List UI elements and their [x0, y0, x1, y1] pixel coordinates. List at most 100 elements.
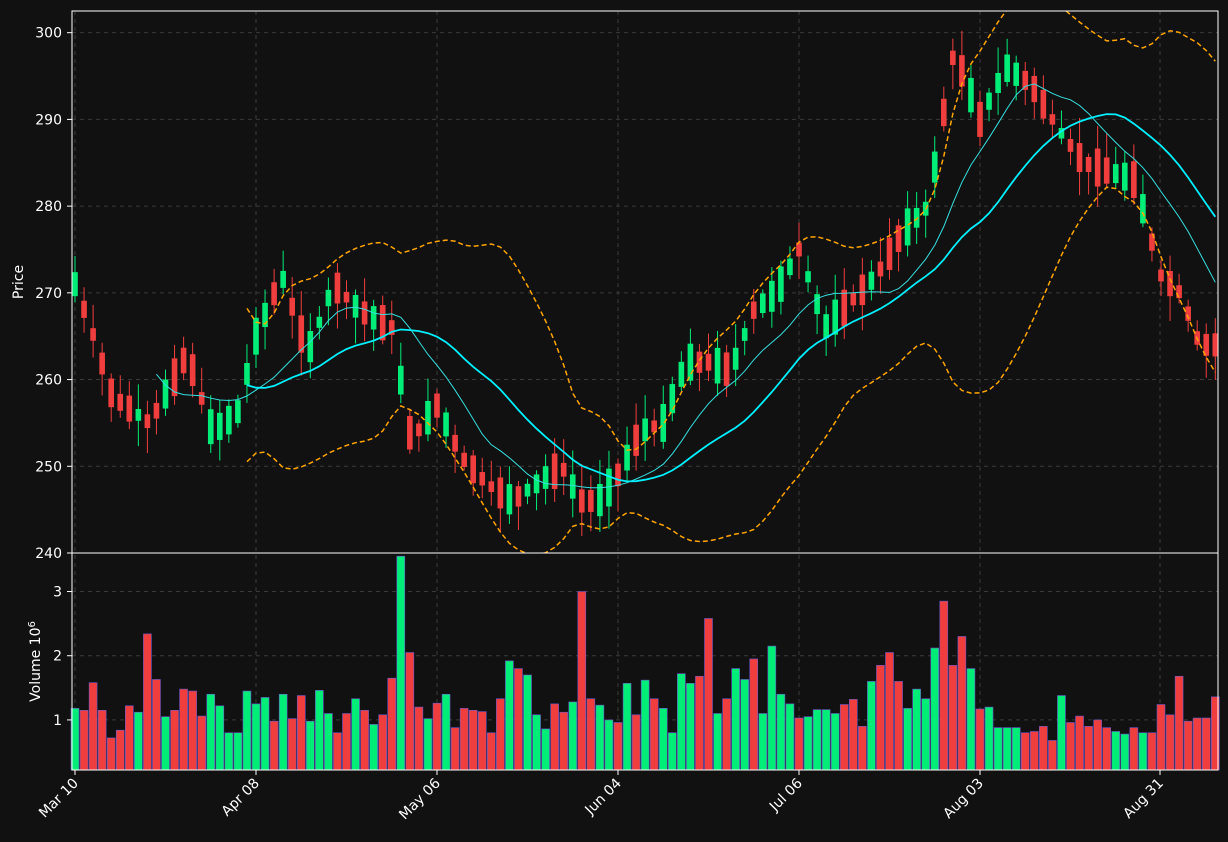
candle-body — [470, 455, 477, 484]
volume-bar — [97, 709, 107, 771]
candle-body — [1167, 270, 1173, 297]
volume-bar — [287, 718, 297, 771]
candle-body — [226, 405, 232, 435]
volume-bar — [296, 695, 306, 771]
volume-bar — [170, 709, 179, 771]
candle-body — [153, 402, 160, 419]
candle-body — [1049, 114, 1056, 125]
volume-bar — [858, 726, 867, 771]
bollinger-upper-band — [246, 11, 1216, 451]
volume-bar — [649, 698, 659, 771]
volume-bar — [812, 709, 822, 771]
volume-bar — [251, 703, 261, 771]
volume-bar — [658, 708, 668, 771]
candle-body — [904, 208, 911, 246]
volume-bar — [1093, 719, 1102, 771]
price-tick-label: 300 — [35, 26, 62, 42]
candle-body — [352, 294, 359, 318]
volume-bar — [260, 697, 270, 771]
volume-bar — [306, 720, 315, 771]
volume-bar — [1174, 675, 1184, 771]
candle-body — [578, 489, 585, 513]
candle-body — [769, 280, 775, 312]
volume-bar — [948, 665, 958, 771]
volume-bar — [1201, 717, 1211, 771]
candle-body — [931, 151, 938, 183]
candle-body — [262, 302, 268, 328]
volume-bar — [604, 719, 614, 771]
volume-bar — [360, 709, 369, 771]
price-tick-label: 250 — [35, 459, 62, 475]
volume-bar — [143, 633, 152, 771]
candle-body — [759, 293, 766, 314]
volume-bar — [79, 709, 89, 771]
x-tick-label: Jun 04 — [582, 775, 625, 818]
volume-bar — [1183, 720, 1193, 771]
volume-bar — [749, 658, 759, 771]
volume-bar — [88, 682, 98, 771]
volume-bar — [1057, 695, 1066, 771]
volume-bar — [731, 668, 740, 771]
candle-body — [551, 453, 558, 490]
candle-body — [343, 291, 350, 303]
volume-bar — [930, 647, 940, 771]
volume-bar — [206, 693, 216, 771]
x-tick-label: May 06 — [396, 775, 444, 823]
candle-body — [560, 462, 567, 477]
candle-body — [126, 395, 133, 422]
candle-body — [434, 393, 440, 418]
volume-bar — [269, 720, 279, 771]
volume-bar — [1129, 727, 1139, 771]
candle-body — [895, 225, 902, 252]
volume-bar — [613, 722, 623, 771]
candle-body — [741, 328, 748, 341]
candle-body — [271, 282, 277, 306]
candle-body — [1149, 233, 1155, 251]
price-tick-label: 280 — [35, 199, 62, 215]
volume-bar — [1165, 714, 1175, 771]
candle-body — [814, 294, 820, 315]
candle-body — [90, 328, 96, 341]
candle-body — [452, 434, 458, 452]
candle-body — [370, 306, 377, 330]
candle-body — [244, 362, 250, 385]
volume-bar — [514, 668, 523, 771]
candle-body — [72, 272, 78, 297]
candle-body — [705, 353, 712, 371]
candle-body — [615, 463, 621, 487]
volume-bar — [441, 693, 451, 771]
volume-bar — [396, 555, 406, 771]
volume-bar — [839, 704, 849, 771]
volume-bar — [541, 728, 550, 771]
price-tick-label: 290 — [35, 112, 62, 128]
volume-bar — [713, 713, 722, 771]
x-tick-label: Jul 06 — [766, 775, 806, 815]
candle-body — [144, 414, 151, 429]
candle-body — [298, 315, 305, 353]
candle-body — [1031, 75, 1038, 103]
volume-bar — [387, 677, 397, 771]
candle-body — [850, 292, 857, 306]
candle-body — [977, 101, 983, 137]
candle-body — [1176, 285, 1182, 299]
candle-body — [597, 483, 603, 517]
candle-body — [1121, 162, 1128, 191]
candle-body — [968, 77, 974, 113]
candle-body — [289, 297, 296, 316]
volume-bar — [993, 727, 1003, 771]
candle-body — [714, 347, 721, 384]
x-tick-label: Aug 31 — [1120, 776, 1166, 822]
candle-body — [198, 392, 205, 405]
candle-body — [868, 271, 875, 290]
candle-body — [805, 271, 811, 283]
candle-body — [1067, 138, 1074, 152]
volume-bar — [704, 618, 713, 771]
volume-bar — [1011, 727, 1021, 771]
candle-body — [189, 354, 196, 387]
volume-scale-exponent: 6 — [27, 621, 38, 627]
price-tick-label: 260 — [35, 373, 62, 389]
volume-panel-frame — [71, 552, 1219, 771]
candle-body — [1085, 156, 1092, 173]
volume-bar — [505, 660, 514, 771]
